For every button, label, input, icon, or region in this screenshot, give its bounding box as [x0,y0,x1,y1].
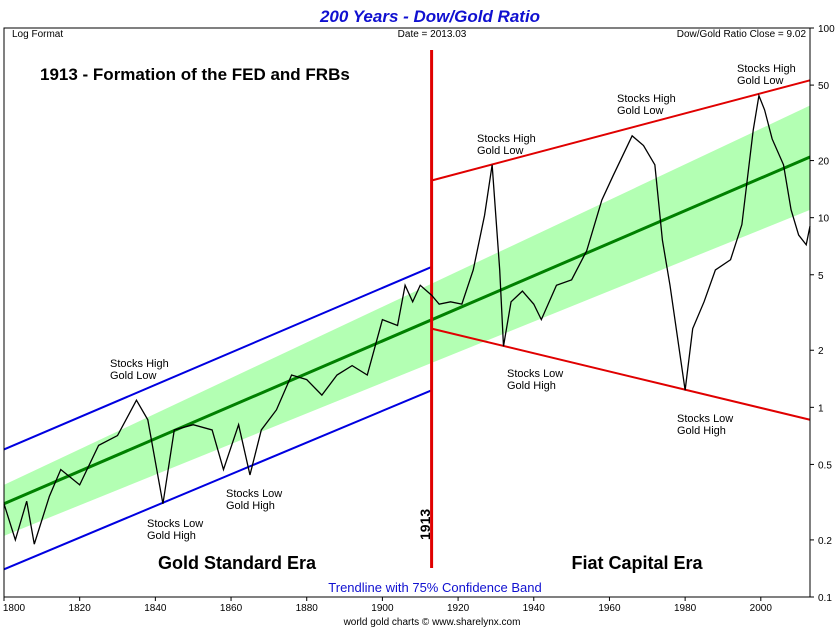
subtitle: Log Format [12,29,63,40]
annotation: Gold High [677,425,726,437]
annotation: Stocks High [477,133,536,145]
subtitle: Dow/Gold Ratio Close = 9.02 [677,29,807,40]
annotation: Stocks Low [507,368,563,380]
y-tick-label: 10 [818,214,830,225]
headline: 1913 - Formation of the FED and FRBs [40,65,350,84]
x-tick-label: 1980 [674,603,697,614]
x-tick-label: 1900 [371,603,394,614]
y-tick-label: 0.2 [818,536,832,547]
annotation: Gold Low [617,105,664,117]
x-tick-label: 2000 [750,603,773,614]
y-tick-label: 100 [818,24,835,35]
x-tick-label: 1920 [447,603,470,614]
annotation: Gold High [226,500,275,512]
annotation: Gold Low [737,75,784,87]
x-tick-label: 1820 [69,603,92,614]
x-tick-label: 1940 [523,603,546,614]
band-label: Trendline with 75% Confidence Band [328,580,541,595]
trend-line [431,79,811,182]
annotation: Stocks High [617,93,676,105]
annotation: Stocks High [110,358,169,370]
x-tick-label: 1800 [3,603,26,614]
annotation: Stocks High [737,63,796,75]
chart-title: 200 Years - Dow/Gold Ratio [319,7,540,26]
x-tick-label: 1860 [220,603,243,614]
trend-line [431,327,811,421]
x-tick-label: 1880 [296,603,319,614]
trend-line [3,389,432,571]
x-tick-label: 1840 [144,603,167,614]
annotations: Stocks High Gold Low Stocks High Gold Lo… [110,63,796,542]
event-label: 1913 [417,509,433,540]
y-tick-label: 0.5 [818,460,832,471]
source: world gold charts © www.sharelynx.com [343,617,521,628]
y-tick-label: 0.1 [818,593,832,604]
annotation: Gold Low [477,145,524,157]
plot-border [3,27,811,598]
y-tick-label: 1 [818,403,824,414]
subtitle: Date = 2013.03 [398,29,467,40]
y-tick-label: 20 [818,157,830,168]
trend-line [3,265,432,451]
trend-line [3,155,811,506]
data-line [3,93,811,545]
annotation: Stocks Low [147,518,203,530]
y-tick-label: 2 [818,346,824,357]
era-label: Fiat Capital Era [571,553,703,573]
plot-area [3,50,811,571]
annotation: Gold Low [110,370,157,382]
y-tick-label: 50 [818,81,830,92]
y-tick-label: 5 [818,271,824,282]
era-label: Gold Standard Era [158,553,317,573]
annotation: Gold High [507,380,556,392]
x-tick-label: 1960 [598,603,621,614]
annotation: Gold High [147,530,196,542]
annotation: Stocks Low [226,488,282,500]
annotation: Stocks Low [677,413,733,425]
